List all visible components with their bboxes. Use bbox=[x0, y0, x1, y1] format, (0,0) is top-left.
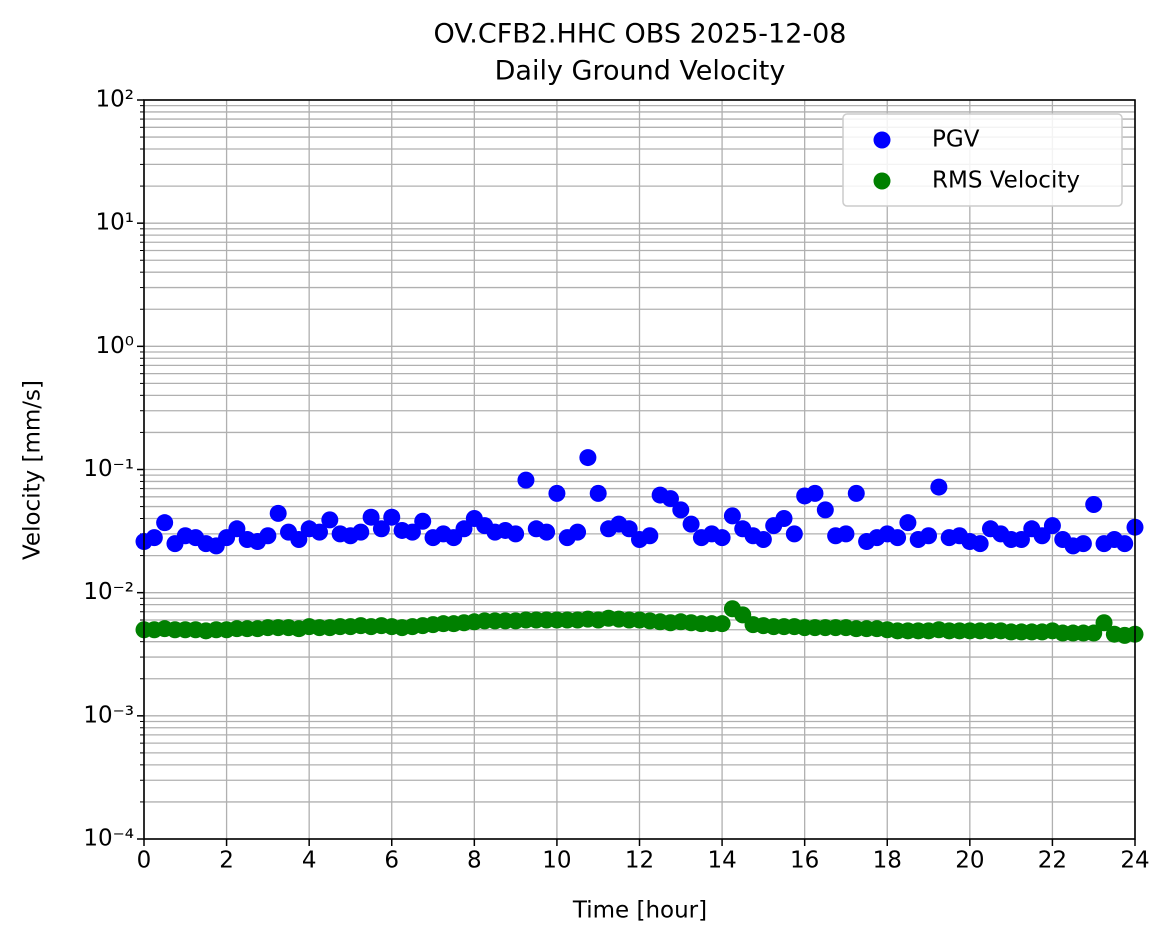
legend-label: PGV bbox=[932, 127, 980, 153]
point bbox=[383, 508, 401, 526]
y-tick-label: 10⁻³ bbox=[83, 702, 134, 728]
legend-marker bbox=[873, 172, 891, 190]
point bbox=[455, 520, 473, 538]
point bbox=[682, 515, 700, 533]
point bbox=[837, 525, 855, 543]
x-tick-label: 10 bbox=[542, 848, 571, 874]
point bbox=[352, 523, 370, 541]
legend-label: RMS Velocity bbox=[932, 168, 1080, 194]
point bbox=[785, 525, 803, 543]
x-tick-label: 0 bbox=[137, 848, 152, 874]
point bbox=[816, 501, 834, 519]
point bbox=[672, 501, 690, 519]
y-tick-label: 10⁻¹ bbox=[83, 456, 134, 482]
x-tick-label: 18 bbox=[873, 848, 902, 874]
point bbox=[362, 508, 380, 526]
point bbox=[971, 535, 989, 553]
point bbox=[1116, 535, 1134, 553]
y-tick-label: 10¹ bbox=[96, 210, 135, 236]
y-tick-label: 10⁻⁴ bbox=[83, 826, 134, 852]
x-tick-label: 8 bbox=[467, 848, 482, 874]
point bbox=[569, 523, 587, 541]
point bbox=[1095, 614, 1113, 632]
y-tick-label: 10⁻² bbox=[83, 579, 134, 605]
plot-frame bbox=[143, 99, 1136, 840]
point bbox=[1074, 535, 1092, 553]
x-tick-label: 16 bbox=[790, 848, 819, 874]
point bbox=[372, 520, 390, 538]
point bbox=[1012, 531, 1030, 549]
marks bbox=[135, 449, 1144, 644]
point bbox=[930, 478, 948, 496]
point bbox=[620, 520, 638, 538]
point bbox=[579, 449, 597, 467]
legend-box bbox=[842, 113, 1123, 207]
point bbox=[723, 507, 741, 525]
legend-marker bbox=[873, 131, 891, 149]
point bbox=[754, 531, 772, 549]
point bbox=[507, 525, 525, 543]
y-tick-label: 10² bbox=[96, 87, 135, 113]
x-tick-label: 24 bbox=[1120, 848, 1149, 874]
legend: PGV RMS Velocity bbox=[842, 113, 1123, 207]
point bbox=[920, 527, 938, 545]
point bbox=[806, 484, 824, 502]
point bbox=[321, 511, 339, 529]
x-tick-label: 22 bbox=[1038, 848, 1067, 874]
chart-title: OV.CFB2.HHC OBS 2025-12-08 bbox=[434, 19, 847, 50]
y-axis-label: Velocity [mm/s] bbox=[20, 380, 46, 560]
point bbox=[269, 504, 287, 522]
point bbox=[414, 512, 432, 530]
point bbox=[713, 529, 731, 547]
x-tick-label: 14 bbox=[707, 848, 736, 874]
point bbox=[713, 615, 731, 633]
x-tick-label: 12 bbox=[625, 848, 654, 874]
y-tick-label: 10⁰ bbox=[96, 333, 135, 359]
point bbox=[889, 529, 907, 547]
point bbox=[1043, 517, 1061, 535]
point bbox=[538, 523, 556, 541]
x-tick-label: 6 bbox=[384, 848, 399, 874]
point bbox=[145, 529, 163, 547]
point bbox=[661, 490, 679, 508]
point bbox=[641, 527, 659, 545]
point bbox=[548, 484, 566, 502]
point bbox=[259, 527, 277, 545]
point bbox=[310, 523, 328, 541]
point bbox=[1085, 624, 1103, 642]
point bbox=[775, 510, 793, 528]
x-tick-label: 20 bbox=[955, 848, 984, 874]
point bbox=[899, 514, 917, 532]
point bbox=[228, 520, 246, 538]
point bbox=[156, 514, 174, 532]
x-tick-label: 2 bbox=[219, 848, 234, 874]
point bbox=[517, 471, 535, 489]
x-tick-label: 4 bbox=[302, 848, 317, 874]
chart-subtitle: Daily Ground Velocity bbox=[495, 56, 786, 87]
point bbox=[403, 523, 421, 541]
point bbox=[589, 484, 607, 502]
point bbox=[847, 484, 865, 502]
point bbox=[1085, 495, 1103, 513]
x-axis-label: Time [hour] bbox=[572, 898, 707, 924]
point bbox=[290, 531, 308, 549]
